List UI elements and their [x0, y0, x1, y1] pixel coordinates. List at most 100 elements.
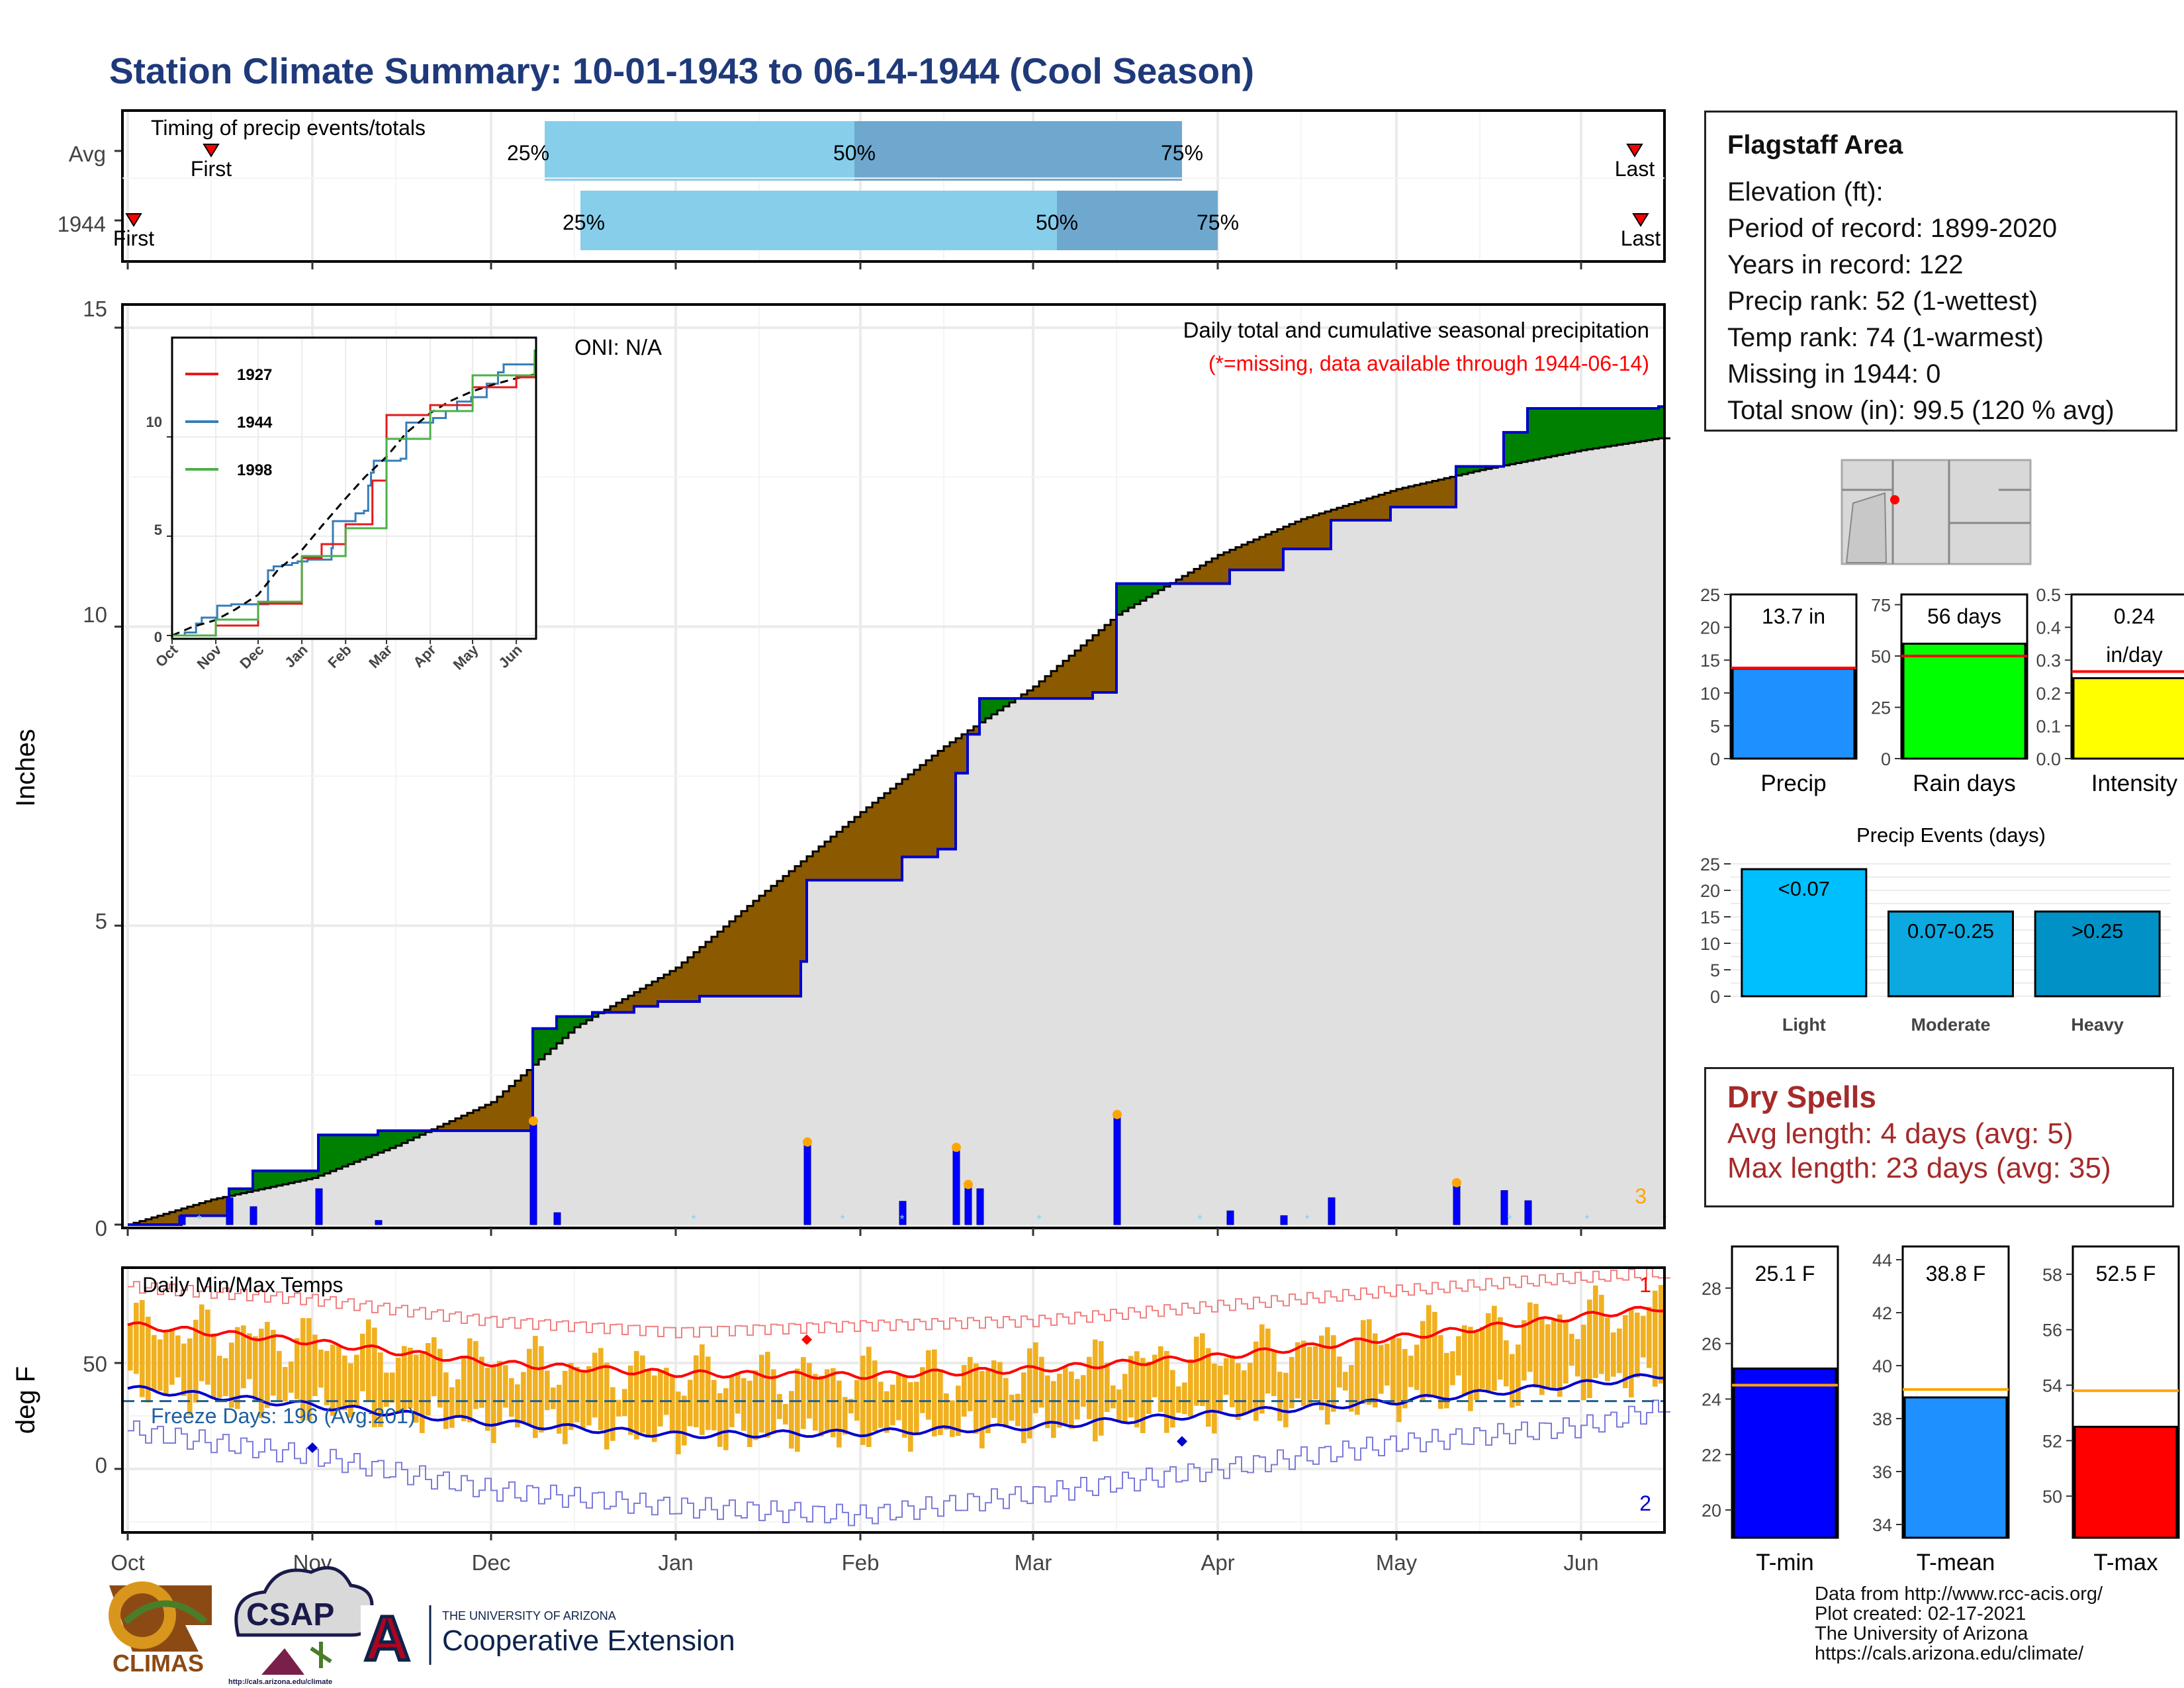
climatology-fill	[420, 1135, 426, 1225]
climatology-fill	[974, 734, 980, 1225]
climatology-fill	[336, 1168, 343, 1225]
above-normal-fill	[229, 1188, 236, 1196]
daily-temp-bar	[658, 1371, 663, 1427]
climatology-fill	[1331, 520, 1338, 1225]
daily-temp-bar	[753, 1370, 758, 1440]
precip-y-tick-15: 15	[83, 297, 107, 321]
daily-temp-bar	[1134, 1351, 1140, 1428]
climatology-fill	[402, 1143, 408, 1225]
below-normal-fill	[640, 988, 647, 1007]
above-normal-fill	[1533, 408, 1540, 460]
daily-temp-bar	[1361, 1320, 1366, 1405]
climatology-fill	[1450, 507, 1457, 1225]
below-normal-fill	[1259, 537, 1266, 570]
climatology-fill	[1557, 455, 1564, 1225]
daily-temp-bar	[1128, 1356, 1134, 1418]
snow-day-marker: *	[840, 1213, 844, 1226]
daily-temp-bar	[1325, 1327, 1330, 1425]
below-normal-fill	[1057, 666, 1064, 699]
climatology-fill	[795, 996, 801, 1225]
climatology-fill	[1659, 438, 1665, 1225]
rain-days-chart: 0 25 50 75 56 days Rain days	[1871, 593, 2028, 796]
climas-logo-text: CLIMAS	[113, 1650, 204, 1677]
climatology-fill	[694, 1002, 700, 1225]
daily-temp-bar	[187, 1338, 193, 1415]
climatology-fill	[1259, 569, 1266, 1225]
below-normal-fill	[1331, 509, 1338, 520]
above-normal-fill	[1516, 432, 1522, 463]
above-normal-fill	[253, 1170, 259, 1191]
daily-temp-bar	[1456, 1336, 1461, 1376]
snow-marker	[529, 1116, 538, 1126]
above-normal-fill	[1510, 432, 1516, 465]
temp-y-tick-50: 50	[83, 1352, 107, 1376]
csap-url: http://cals.arizona.edu/climate	[228, 1678, 332, 1686]
daily-temp-bar	[640, 1355, 645, 1433]
average-cumulative-line	[128, 437, 1670, 1226]
daily-temp-bar	[1450, 1351, 1455, 1385]
mini-bar-value-label: in/day	[2106, 643, 2162, 667]
daily-temp-bar	[1015, 1393, 1021, 1427]
mini-bar-value	[1731, 667, 1856, 760]
climatology-fill	[634, 1006, 641, 1225]
climatology-fill	[563, 1038, 569, 1225]
below-normal-fill	[152, 1217, 158, 1225]
daily-temp-bar	[729, 1376, 735, 1427]
daily-temp-bar	[1236, 1363, 1241, 1420]
inset-line-avg	[171, 373, 535, 637]
below-normal-fill	[896, 784, 903, 880]
daily-temp-bar	[1396, 1338, 1402, 1423]
daily-temp-bar	[622, 1389, 627, 1417]
below-normal-fill	[688, 957, 694, 1002]
below-normal-fill	[443, 1123, 450, 1131]
above-normal-fill	[539, 1028, 545, 1060]
below-normal-fill	[163, 1213, 170, 1225]
temp-bar-tick-label: 42	[1872, 1303, 1892, 1323]
above-normal-fill	[1504, 432, 1510, 465]
climatology-fill	[1510, 464, 1516, 1225]
climatology-fill	[676, 1002, 682, 1225]
month-label-apr: Apr	[1201, 1550, 1234, 1575]
daily-temp-bar	[533, 1335, 538, 1438]
daily-temp-bar	[1087, 1356, 1092, 1419]
timing-first-marker	[125, 213, 142, 227]
above-normal-fill	[295, 1170, 301, 1182]
info-temp-rank: Temp rank: 74 (1-warmest)	[1727, 323, 2044, 352]
below-normal-fill	[181, 1208, 188, 1216]
events-tick-label: 25	[1700, 855, 1720, 874]
below-normal-fill	[1373, 496, 1379, 520]
daily-temp-bar	[1563, 1320, 1569, 1384]
mini-bar-tick-label: 50	[1871, 647, 1891, 667]
climatology-fill	[884, 880, 891, 1225]
missing-note: (*=missing, data available through 1944-…	[1208, 352, 1649, 375]
daily-temp-bar	[181, 1343, 187, 1396]
below-normal-fill	[711, 937, 718, 996]
climatology-fill	[1575, 451, 1582, 1225]
daily-precip-bar	[1280, 1215, 1288, 1225]
daily-temp-bar	[1527, 1302, 1533, 1372]
climatology-fill	[1641, 441, 1647, 1225]
climatology-fill	[366, 1157, 373, 1225]
climatology-fill	[1361, 520, 1367, 1225]
climatology-fill	[723, 996, 730, 1225]
daily-temp-bar	[1438, 1335, 1443, 1409]
above-normal-fill	[384, 1131, 390, 1150]
below-normal-fill	[753, 900, 760, 996]
temp-bar-tick-label: 56	[2042, 1321, 2062, 1340]
above-normal-fill	[235, 1188, 242, 1195]
precip-y-tick-5: 5	[95, 909, 107, 933]
below-normal-fill	[723, 926, 730, 996]
above-normal-fill	[551, 1028, 557, 1049]
mini-bar-tick-label: 10	[1700, 684, 1720, 704]
climatology-fill	[586, 1020, 593, 1225]
daily-temp-bar	[1367, 1319, 1372, 1405]
climatology-fill	[902, 857, 909, 1225]
below-normal-fill	[1021, 694, 1028, 699]
climatology-fill	[1194, 583, 1201, 1225]
daily-temp-bar	[1462, 1325, 1467, 1396]
precip-events-chart: Precip Events (days) 0 5 10 15 20 25 <0.07 Ligh…	[1700, 823, 2171, 1035]
climatology-fill	[741, 996, 748, 1225]
above-normal-fill	[259, 1170, 265, 1190]
daily-temp-bar	[735, 1372, 741, 1414]
climatology-fill	[616, 1012, 623, 1225]
